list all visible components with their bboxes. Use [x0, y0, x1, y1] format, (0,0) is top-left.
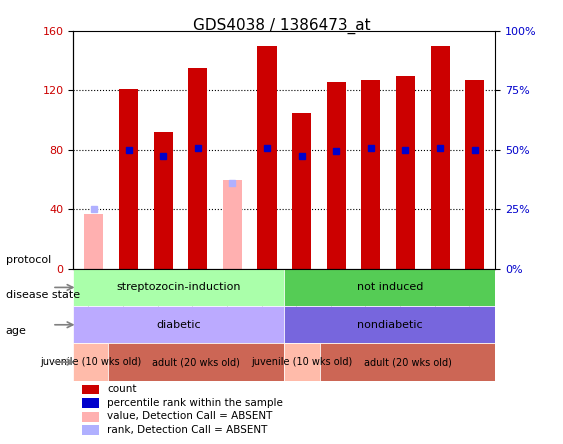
Bar — [82, 385, 99, 394]
Text: count: count — [107, 384, 136, 394]
Bar — [431, 46, 450, 269]
Bar — [84, 214, 104, 269]
Text: percentile rank within the sample: percentile rank within the sample — [107, 397, 283, 408]
FancyBboxPatch shape — [73, 306, 284, 344]
Bar — [292, 113, 311, 269]
Text: juvenile (10 wks old): juvenile (10 wks old) — [40, 357, 141, 367]
Bar — [82, 412, 99, 421]
FancyBboxPatch shape — [284, 344, 320, 381]
Text: diabetic: diabetic — [157, 320, 201, 330]
FancyBboxPatch shape — [108, 344, 284, 381]
Text: adult (20 wks old): adult (20 wks old) — [153, 357, 240, 367]
Text: protocol: protocol — [6, 255, 51, 265]
Text: disease state: disease state — [6, 290, 80, 300]
Bar — [188, 68, 207, 269]
FancyBboxPatch shape — [284, 306, 495, 344]
Bar — [257, 46, 276, 269]
FancyBboxPatch shape — [320, 344, 495, 381]
FancyBboxPatch shape — [284, 269, 495, 306]
FancyBboxPatch shape — [73, 344, 108, 381]
Bar — [82, 425, 99, 435]
Bar — [154, 132, 173, 269]
Bar — [327, 82, 346, 269]
Text: juvenile (10 wks old): juvenile (10 wks old) — [251, 357, 352, 367]
Text: value, Detection Call = ABSENT: value, Detection Call = ABSENT — [107, 411, 272, 421]
Text: GDS4038 / 1386473_at: GDS4038 / 1386473_at — [193, 18, 370, 34]
Text: nondiabetic: nondiabetic — [357, 320, 423, 330]
Text: adult (20 wks old): adult (20 wks old) — [364, 357, 452, 367]
Bar — [465, 80, 484, 269]
Text: age: age — [6, 326, 26, 336]
Bar — [119, 89, 138, 269]
Bar — [361, 80, 381, 269]
Text: not induced: not induced — [357, 282, 423, 293]
FancyBboxPatch shape — [73, 269, 284, 306]
Bar — [82, 398, 99, 408]
Text: rank, Detection Call = ABSENT: rank, Detection Call = ABSENT — [107, 425, 267, 435]
Bar — [396, 75, 415, 269]
Text: streptozocin-induction: streptozocin-induction — [117, 282, 241, 293]
Bar — [223, 180, 242, 269]
